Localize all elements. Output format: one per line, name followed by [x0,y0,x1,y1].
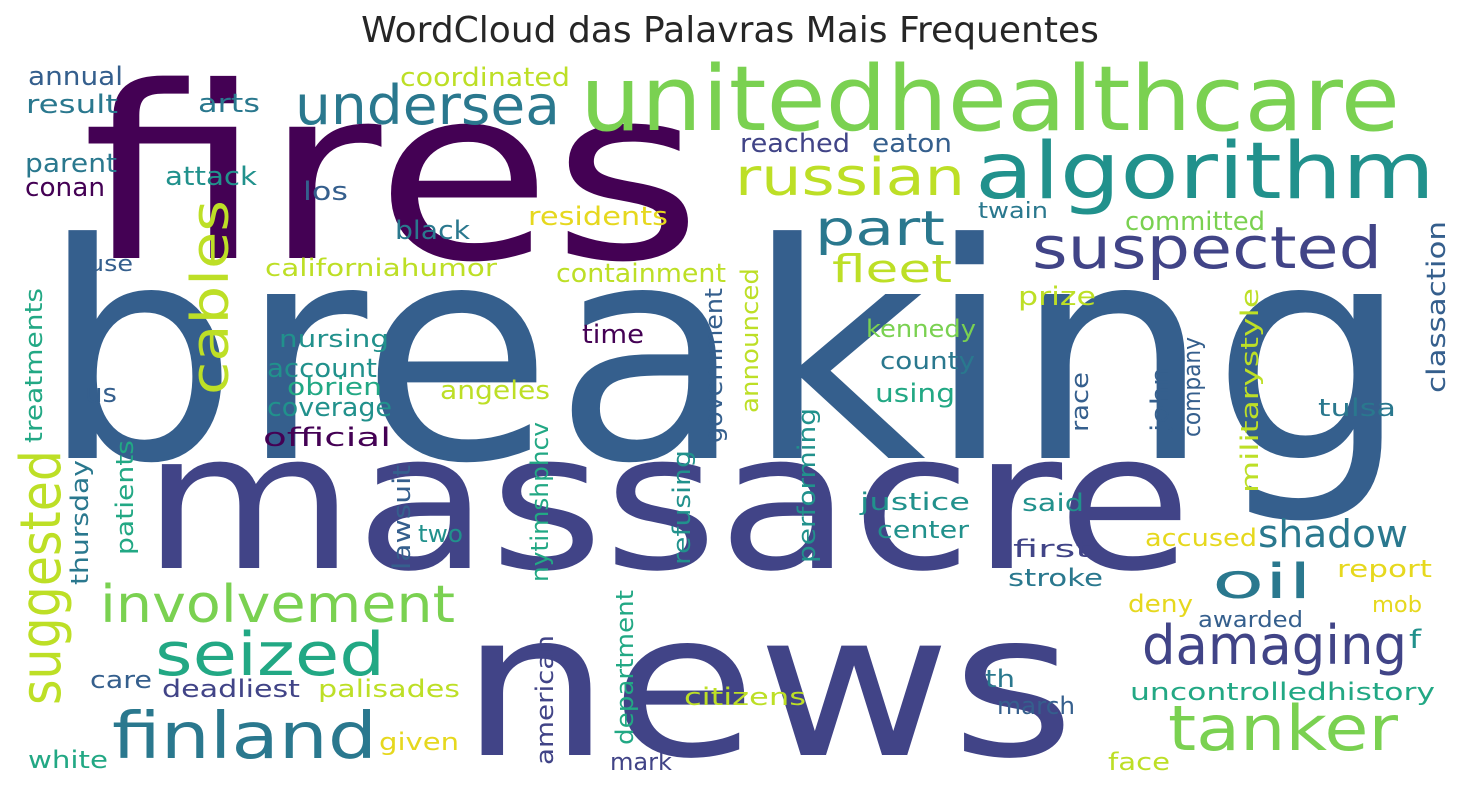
word-oil: oil [1212,554,1312,610]
word-said: said [1022,489,1084,517]
word-suggested: suggested [9,450,74,705]
word-shadow: shadow [1258,512,1408,556]
word-announced: announced [736,268,764,413]
word-treatments: treatments [20,288,48,443]
word-refusing: refusing [668,450,696,565]
word-massacre: massacre [142,392,1192,613]
word-angeles: angeles [440,376,550,406]
word-unitedhealthcare: unitedhealthcare [580,47,1400,152]
word-kennedy: kennedy [866,315,976,343]
word-performing: performing [793,408,821,563]
word-th: th [985,665,1015,693]
word-black: black [395,216,470,246]
word-undersea: undersea [295,74,560,137]
word-official: official [263,423,391,453]
word-algorithm: algorithm [975,127,1435,217]
word-annual: annual [28,62,123,92]
word-tulsa: tulsa [1318,394,1396,422]
word-face: face [1108,748,1170,776]
word-account: account [267,354,377,384]
word-stroke: stroke [1008,564,1103,592]
word-us: us [85,379,117,409]
word-los: los [303,177,348,207]
word-russian: russian [735,148,965,208]
word-residents: residents [528,202,668,232]
word-justice: justice [859,488,970,516]
word-obrien: obrien [287,373,382,401]
word-citizens: citizens [684,683,806,711]
word-finland: finland [112,700,377,774]
figure-title: WordCloud das Palavras Mais Frequentes [361,10,1099,51]
word-fires: fires [82,35,702,315]
word-first: first [1013,535,1091,563]
word-californiahumor: californiahumor [265,254,497,282]
word-committed: committed [1125,207,1265,237]
word-breaking: breaking [40,180,1410,529]
word-report: report [1337,555,1432,583]
word-using: using [875,379,955,409]
word-patients: patients [111,440,139,555]
word-nytimshphcv: nytimshphcv [526,422,554,582]
word-awarded: awarded [1198,608,1303,633]
word-center: center [877,516,969,544]
word-damaging: damaging [1142,614,1407,677]
word-f: f [1409,625,1422,655]
word-government: government [700,288,728,443]
word-county: county [880,347,975,375]
word-tanker: tanker [1168,692,1399,765]
word-mob: mob [1372,593,1422,618]
word-news: news [460,570,1075,792]
word-result: result [26,90,118,120]
word-two: two [418,520,463,548]
word-suspected: suspected [1032,214,1382,282]
word-arts: arts [198,89,260,119]
word-parent: parent [25,149,117,179]
word-militarystyle: militarystyle [1236,288,1264,493]
word-coverage: coverage [267,393,392,423]
word-reached: reached [740,129,850,159]
word-march: march [997,692,1075,720]
word-mark: mark [610,748,672,776]
word-coordinated: coordinated [400,63,570,93]
word-attack: attack [165,162,257,192]
word-deny: deny [1128,590,1193,618]
word-given: given [379,728,459,756]
word-containment: containment [556,259,726,289]
word-palisades: palisades [318,675,460,703]
word-thursday: thursday [66,460,94,585]
word-accused: accused [1145,524,1257,552]
word-use: use [88,252,133,277]
word-time: time [582,320,644,350]
word-john: john [1146,367,1174,433]
word-lawsuit: lawsuit [388,465,416,570]
word-company: company [1178,337,1206,437]
word-part: part [815,201,945,257]
word-fleet: fleet [832,247,952,291]
word-race: race [1066,372,1094,432]
word-care: care [90,666,152,694]
word-prize: prize [1018,282,1096,312]
word-eaton: eaton [872,129,952,159]
word-involvement: involvement [100,575,455,635]
word-uncontrolledhistory: uncontrolledhistory [1130,678,1435,706]
word-deadliest: deadliest [162,675,300,703]
word-nursing: nursing [279,325,389,353]
word-american: american [531,635,559,765]
word-seized: seized [155,620,385,690]
word-white: white [28,746,108,774]
word-twain: twain [978,199,1048,224]
word-cables: cables [181,200,241,395]
word-department: department [611,590,639,745]
word-classaction: classaction [1422,221,1452,393]
word-conan: conan [25,173,105,203]
